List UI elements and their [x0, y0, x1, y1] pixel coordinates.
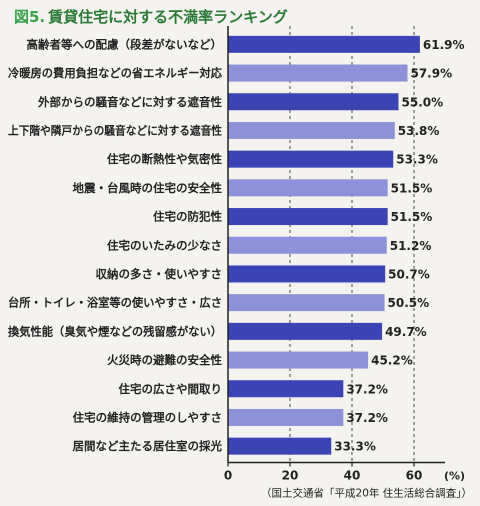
value-label-8: 51.2%	[390, 239, 432, 253]
value-label-2: 57.9%	[410, 67, 452, 81]
bar-13	[228, 380, 344, 398]
value-label-11: 49.7%	[385, 325, 427, 339]
category-label-13: 住宅の広さや間取り	[119, 382, 223, 396]
category-label-11: 換気性能（臭気や煙などの残留感がない）	[8, 324, 222, 338]
bar-15	[228, 437, 332, 455]
value-label-10: 50.5%	[388, 296, 430, 310]
plot-area: 61.9% 高齢者等への配慮（段差がないなど） 57.9% 冷暖房の費用負担などの省エ…	[8, 26, 465, 483]
bar-8	[228, 236, 387, 254]
value-label-5: 53.3%	[396, 153, 438, 167]
category-label-6: 地震・台風時の住宅の安全性	[73, 181, 223, 195]
category-label-12: 火災時の避難の安全性	[107, 353, 222, 367]
category-label-2: 冷暖房の費用負担などの省エネルギー対応	[8, 66, 222, 80]
x-tick-label-0: 0	[224, 469, 232, 483]
bar-2	[228, 64, 408, 82]
category-label-1: 高齢者等への配慮（段差がないなど）	[27, 37, 223, 51]
value-label-15: 33.3%	[334, 440, 376, 454]
x-tick-label-20: 20	[282, 469, 299, 483]
value-label-7: 51.5%	[391, 210, 433, 224]
bar-10	[228, 294, 385, 312]
bar-12	[228, 351, 369, 369]
x-tick-label-40: 40	[344, 469, 361, 483]
category-label-3: 外部からの騒音などに対する遮音性	[37, 95, 222, 109]
x-axis-unit: (%)	[444, 470, 465, 483]
bar-3	[228, 93, 399, 111]
category-label-5: 住宅の断熱性や気密性	[107, 152, 222, 166]
category-label-8: 住宅のいたみの少なさ	[107, 238, 222, 252]
value-label-9: 50.7%	[388, 267, 430, 281]
value-label-14: 37.2%	[346, 411, 388, 425]
x-tick-label-60: 60	[406, 469, 423, 483]
chart-title: 図5. 賃貸住宅に対する不満率ランキング	[14, 8, 288, 26]
bar-9	[228, 265, 386, 283]
category-label-9: 収納の多さ・使いやすさ	[96, 267, 223, 281]
category-label-15: 居間など主たる居住室の採光	[73, 439, 223, 453]
category-label-10: 台所・トイレ・浴室等の使いやすさ・広さ	[8, 296, 222, 310]
source-note: （国土交通省「平成20年 住生活総合調査」）	[261, 487, 472, 500]
category-label-7: 住宅の防犯性	[153, 210, 222, 224]
value-label-3: 55.0%	[402, 95, 444, 109]
bar-7	[228, 208, 388, 226]
bar-4	[228, 121, 395, 139]
value-label-6: 51.5%	[391, 181, 433, 195]
bar-6	[228, 179, 388, 197]
bar-14	[228, 408, 344, 426]
category-label-4: 上下階や隣戸からの騒音などに対する遮音性	[8, 123, 222, 137]
bar-5	[228, 150, 394, 168]
value-label-13: 37.2%	[346, 382, 388, 396]
value-label-4: 53.8%	[398, 124, 440, 138]
value-label-12: 45.2%	[371, 354, 413, 368]
chart-title-text: 賃貸住宅に対する不満率ランキング	[47, 8, 288, 26]
value-label-1: 61.9%	[423, 38, 465, 52]
figure-number: 図5.	[14, 8, 45, 26]
bar-1	[228, 35, 420, 53]
category-label-14: 住宅の維持の管理のしやすさ	[73, 410, 222, 424]
bar-11	[228, 322, 383, 340]
